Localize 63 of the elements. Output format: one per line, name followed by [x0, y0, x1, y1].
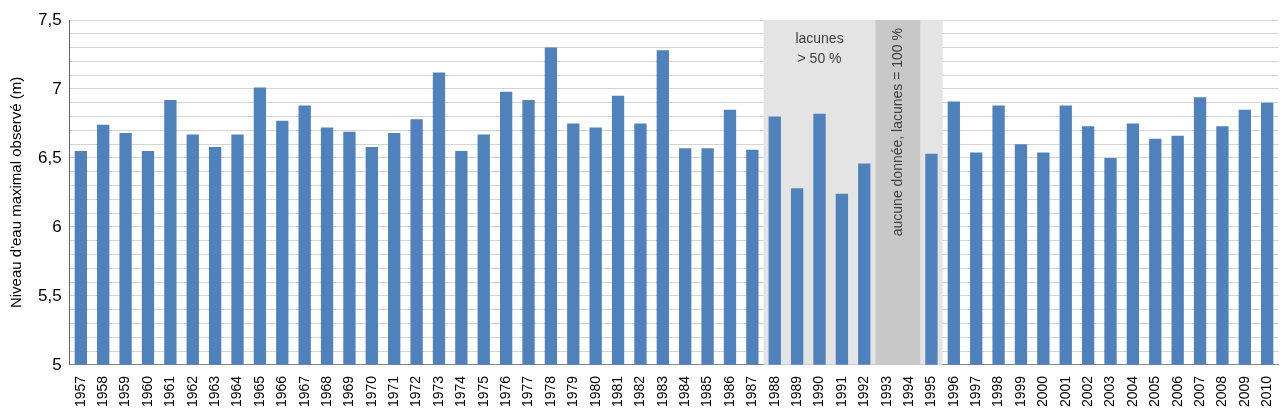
x-tick-label: 1989: [787, 375, 804, 408]
x-tick-label: 2004: [1123, 375, 1140, 408]
x-tick-label: 1993: [877, 375, 894, 408]
x-tick-label: 1992: [855, 375, 872, 408]
x-tick-label: 1970: [362, 375, 379, 408]
x-tick-label: 2003: [1101, 375, 1118, 408]
x-tick-label: 1967: [295, 375, 312, 408]
x-tick-label: 1986: [720, 375, 737, 408]
x-tick-label: 1988: [765, 375, 782, 408]
y-tick-label: 5: [52, 354, 62, 374]
x-tick-label: 1985: [698, 375, 715, 408]
x-tick-label: 2010: [1258, 375, 1275, 408]
x-tick-label: 1976: [496, 375, 513, 408]
y-tick-label: 6,5: [37, 147, 62, 167]
x-tick-label: 1964: [228, 375, 245, 408]
x-tick-label: 1971: [385, 375, 402, 408]
x-tick-label: 1983: [653, 375, 670, 408]
x-tick-label: 1961: [161, 375, 178, 408]
x-tick-label: 1978: [541, 375, 558, 408]
x-tick-label: 2006: [1168, 375, 1185, 408]
x-tick-label: 1979: [564, 375, 581, 408]
x-tick-label: 1981: [608, 375, 625, 408]
x-tick-label: 1965: [250, 375, 267, 408]
x-tick-label: 1998: [989, 375, 1006, 408]
y-tick-label: 7,5: [37, 9, 62, 29]
x-tick-label: 1959: [116, 375, 133, 408]
x-tick-label: 2000: [1034, 375, 1051, 408]
x-tick-label: 2001: [1056, 375, 1073, 408]
x-tick-label: 1958: [94, 375, 111, 408]
x-tick-label: 2009: [1235, 375, 1252, 408]
x-tick-label: 1991: [832, 375, 849, 408]
x-tick-label: 1987: [743, 375, 760, 408]
x-tick-label: 2002: [1078, 375, 1095, 408]
x-tick-label: 1962: [183, 375, 200, 408]
y-tick-label: 5,5: [37, 285, 62, 305]
x-tick-label: 2005: [1146, 375, 1163, 408]
x-tick-label: 1994: [899, 375, 916, 408]
x-tick-label: 1977: [519, 375, 536, 408]
x-tick-label: 1990: [810, 375, 827, 408]
x-tick-label: 2007: [1190, 375, 1207, 408]
x-tick-label: 1999: [1011, 375, 1028, 408]
x-tick-label: 1995: [922, 375, 939, 408]
y-axis-title: Niveau d'eau maximal observé (m): [7, 76, 25, 309]
x-tick-label: 1980: [586, 375, 603, 408]
x-tick-label: 1996: [944, 375, 961, 408]
band-label: lacunes > 50 %: [795, 29, 844, 66]
x-tick-label: 1973: [429, 375, 446, 408]
x-tick-label: 1972: [407, 375, 424, 408]
y-tick-label: 6: [52, 216, 62, 236]
x-tick-label: 1969: [340, 375, 357, 408]
x-tick-label: 1982: [631, 375, 648, 408]
x-tick-label: 1975: [474, 375, 491, 408]
y-tick-label: 7: [52, 78, 62, 98]
x-tick-label: 1963: [205, 375, 222, 408]
x-tick-label: 2008: [1213, 375, 1230, 408]
x-tick-label: 1997: [967, 375, 984, 408]
band-label: aucune donnée, lacunes = 100 %: [888, 28, 905, 237]
x-tick-label: 1957: [71, 375, 88, 408]
x-tick-label: 1974: [452, 375, 469, 408]
x-tick-label: 1968: [317, 375, 334, 408]
x-tick-label: 1966: [273, 375, 290, 408]
x-tick-label: 1984: [676, 375, 693, 408]
x-tick-label: 1960: [138, 375, 155, 408]
